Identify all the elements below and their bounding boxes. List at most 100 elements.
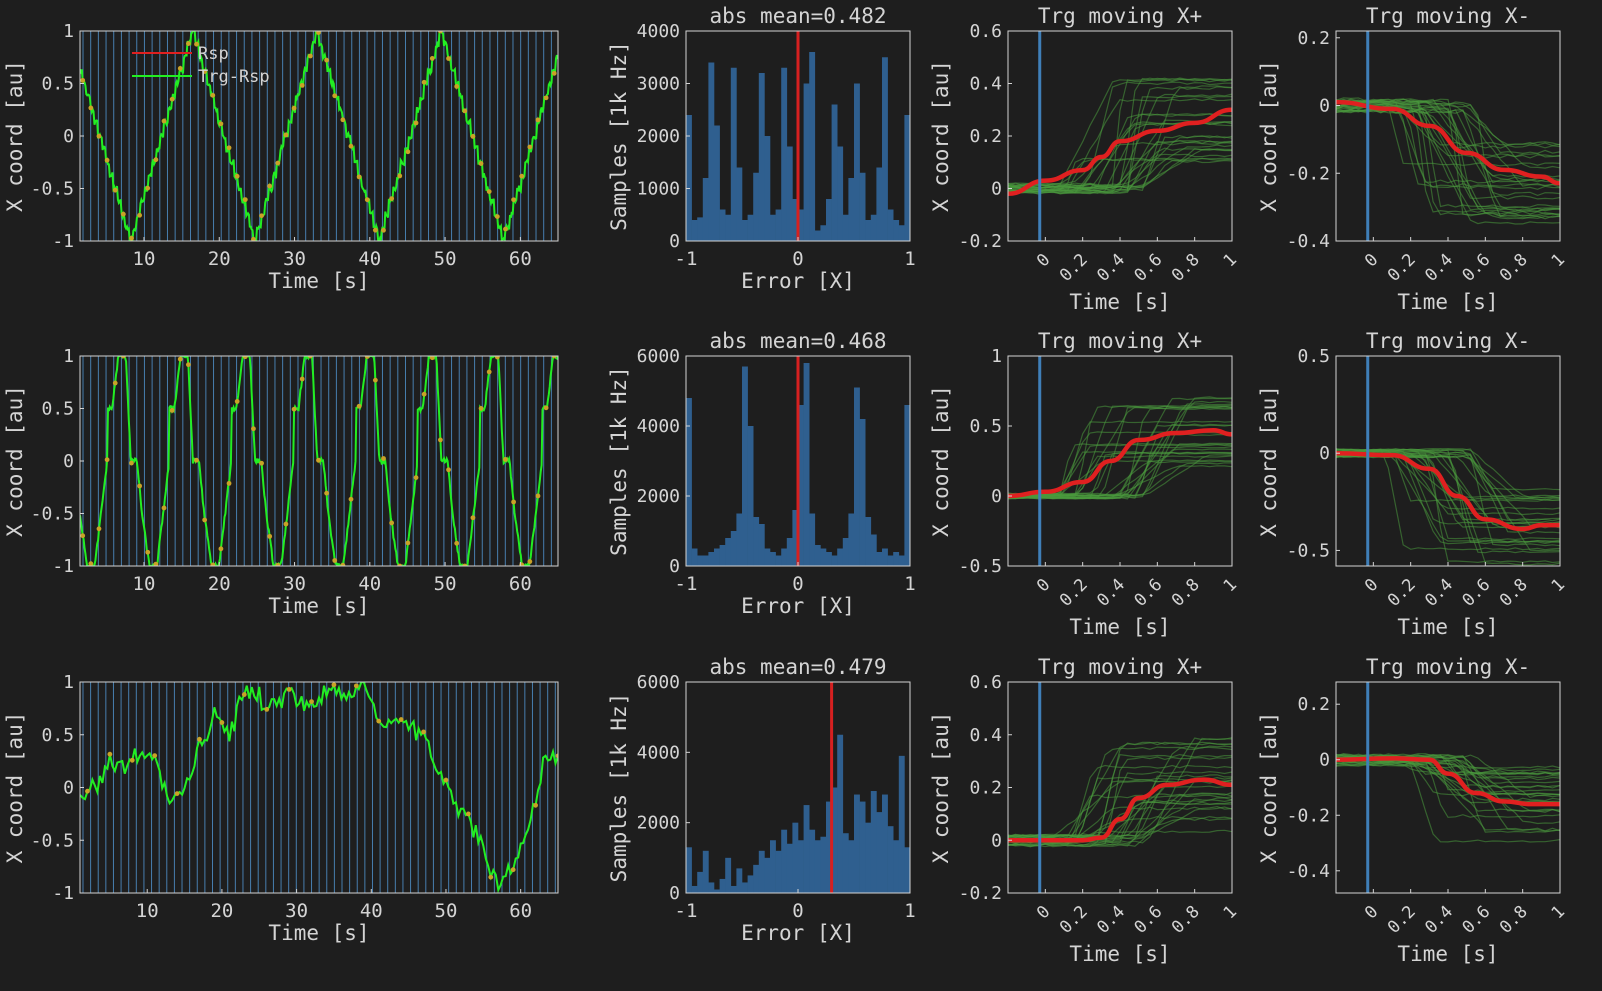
- hist-bar: [803, 83, 810, 241]
- hist-bar: [736, 868, 743, 893]
- y-tick-label: 4000: [637, 742, 680, 763]
- hist-bar: [770, 214, 776, 241]
- event-dot: [443, 777, 449, 783]
- event-dot: [96, 526, 102, 532]
- plot-area: [1008, 31, 1232, 241]
- x-tick-label: 60: [509, 573, 532, 595]
- hist-bar: [758, 850, 765, 893]
- hist-bar: [893, 220, 900, 241]
- x-tick-label: 30: [283, 573, 306, 595]
- event-dot: [413, 120, 419, 126]
- x-axis-label: Time [s]: [1397, 942, 1498, 966]
- event-dot: [275, 160, 281, 166]
- event-dot: [242, 197, 248, 203]
- mean-line: [1008, 427, 1232, 499]
- event-dot: [331, 682, 337, 688]
- x-tick-label: 0.8: [1168, 902, 1204, 938]
- x-axis-label: Time [s]: [1069, 942, 1170, 966]
- hist-bar: [809, 829, 816, 893]
- event-dot: [202, 517, 208, 523]
- event-dot: [470, 515, 476, 521]
- event-dot: [283, 521, 289, 527]
- event-dot: [120, 211, 126, 217]
- x-tick-label: 1: [904, 248, 915, 270]
- chart-title: Trg moving X+: [1038, 655, 1202, 679]
- y-tick-label: 1: [63, 346, 74, 367]
- event-dot: [397, 173, 403, 179]
- event-dot: [543, 405, 549, 411]
- y-tick-label: 0.5: [1297, 346, 1330, 367]
- event-dot: [527, 559, 533, 564]
- event-dot: [177, 66, 183, 71]
- hist-bar: [753, 864, 760, 893]
- event-dot: [527, 144, 533, 150]
- hist-bar: [775, 555, 782, 566]
- event-dot: [137, 212, 143, 218]
- hist-bar: [786, 843, 793, 893]
- x-axis-label: Time [s]: [268, 594, 369, 618]
- event-dot: [264, 706, 270, 712]
- hist-bar: [730, 531, 737, 566]
- event-dot: [259, 460, 264, 466]
- hist-bar: [904, 115, 910, 241]
- trial-line: [1336, 98, 1560, 217]
- x-tick-label: 0.2: [1056, 902, 1092, 938]
- event-dot: [332, 93, 338, 99]
- x-tick-label: 0.4: [1421, 575, 1457, 611]
- event-dot: [405, 149, 411, 155]
- event-dot: [389, 196, 395, 201]
- event-dot: [291, 105, 297, 111]
- y-axis-label: X coord [au]: [1257, 712, 1281, 864]
- hist-bar: [775, 209, 782, 241]
- hist-bar: [865, 517, 872, 566]
- event-dot: [348, 143, 354, 149]
- hist-bar: [742, 882, 748, 893]
- event-dot: [372, 377, 378, 383]
- y-tick-label: 0.2: [969, 778, 1002, 799]
- hist-bar: [898, 225, 905, 241]
- event-dot: [218, 546, 224, 552]
- plot-area: [1336, 356, 1560, 566]
- hist-bar: [719, 545, 726, 566]
- plot-area: [80, 682, 558, 893]
- trial-line: [1336, 105, 1560, 217]
- chart-1-0: -1 -0.5 0 0.5 1 10 20 30 40 50 60 Time [s] X coord […: [3, 346, 559, 618]
- y-tick-label: 0: [669, 556, 680, 577]
- x-tick-label: 1: [1220, 902, 1241, 923]
- event-dot: [454, 84, 460, 89]
- y-tick-label: 2000: [637, 486, 680, 507]
- trial-line: [1336, 109, 1560, 188]
- trial-line: [1008, 407, 1232, 500]
- event-dot: [324, 57, 330, 63]
- trial-line: [1008, 400, 1232, 497]
- event-dot: [519, 173, 525, 179]
- x-tick-label: 0.4: [1093, 902, 1129, 938]
- event-dot: [96, 133, 102, 139]
- trial-line: [1336, 448, 1560, 491]
- y-tick-label: 1: [991, 346, 1002, 367]
- trial-line: [1008, 801, 1232, 838]
- event-dot: [421, 729, 426, 735]
- event-dot: [413, 475, 419, 481]
- hist-bar: [781, 67, 788, 241]
- event-dot: [299, 82, 305, 88]
- x-tick-label: 50: [434, 248, 457, 270]
- event-dot: [185, 41, 191, 46]
- event-dot: [543, 95, 549, 101]
- event-dot: [340, 117, 346, 123]
- event-dot: [169, 96, 175, 102]
- y-tick-label: 4000: [637, 416, 680, 437]
- event-dot: [104, 157, 110, 163]
- trial-line: [1008, 771, 1232, 838]
- y-tick-label: 0.2: [1297, 694, 1330, 715]
- event-dot: [219, 720, 225, 725]
- y-tick-label: 1: [63, 672, 74, 693]
- y-tick-label: -0.2: [959, 883, 1002, 904]
- event-dot: [372, 227, 378, 233]
- event-dot: [446, 56, 451, 61]
- event-dot: [364, 356, 370, 359]
